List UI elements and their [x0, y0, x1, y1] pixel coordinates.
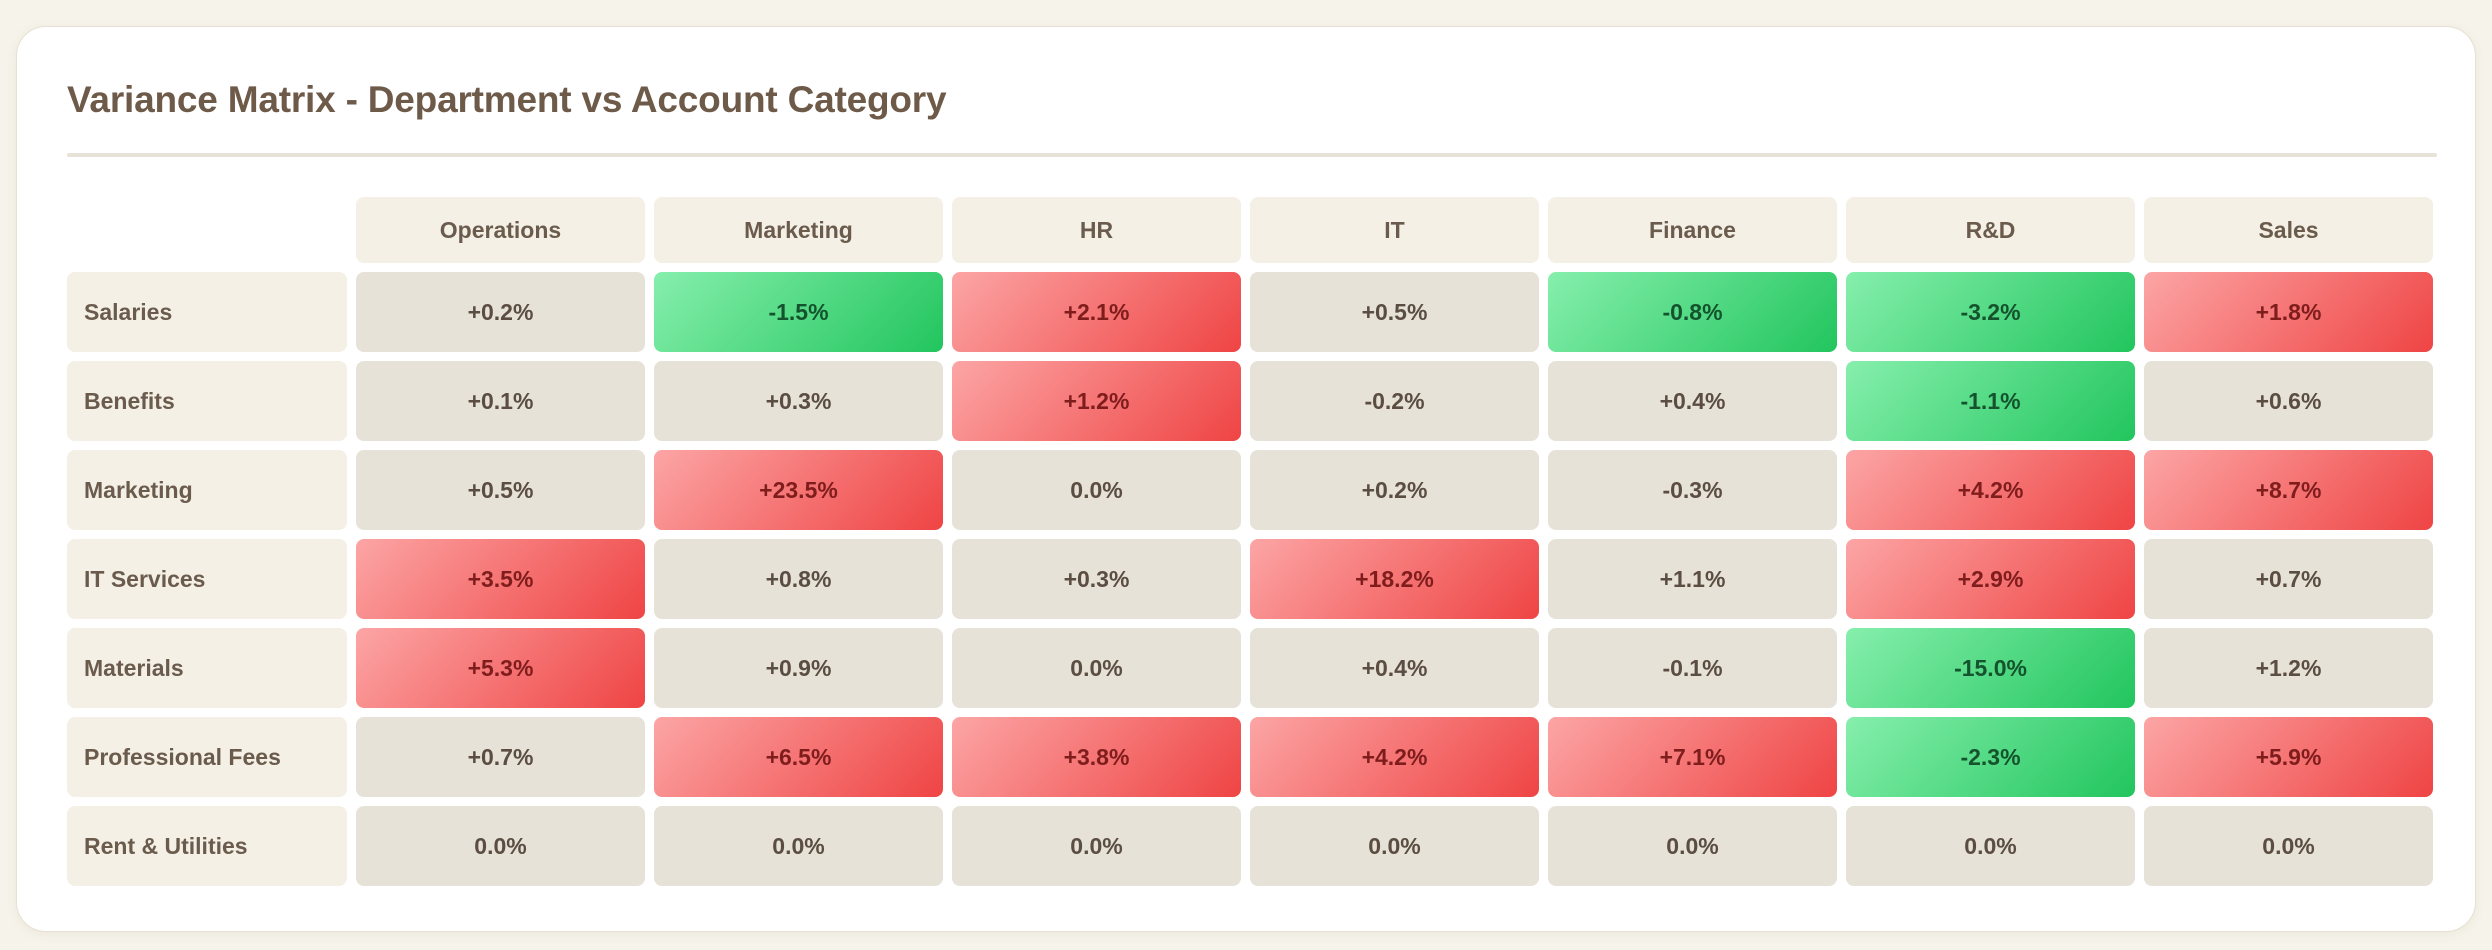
heatmap-cell: +0.4%	[1548, 361, 1837, 441]
heatmap-cell: +2.9%	[1846, 539, 2135, 619]
heatmap-cell: +7.1%	[1548, 717, 1837, 797]
heatmap-cell: +18.2%	[1250, 539, 1539, 619]
heatmap-cell: +8.7%	[2144, 450, 2433, 530]
matrix-corner	[67, 197, 347, 263]
row-header: Salaries	[67, 272, 347, 352]
heatmap-cell: -1.5%	[654, 272, 943, 352]
variance-matrix-card: Variance Matrix - Department vs Account …	[16, 26, 2476, 932]
heatmap-cell: +0.9%	[654, 628, 943, 708]
column-header: Marketing	[654, 197, 943, 263]
heatmap-cell: -0.3%	[1548, 450, 1837, 530]
heatmap-cell: +0.4%	[1250, 628, 1539, 708]
heatmap-cell: -1.1%	[1846, 361, 2135, 441]
heatmap-cell: +5.3%	[356, 628, 645, 708]
column-header: R&D	[1846, 197, 2135, 263]
heatmap-cell: +0.8%	[654, 539, 943, 619]
heatmap-cell: 0.0%	[1250, 806, 1539, 886]
heatmap-cell: +3.5%	[356, 539, 645, 619]
heatmap-cell: 0.0%	[1846, 806, 2135, 886]
column-header: Finance	[1548, 197, 1837, 263]
heatmap-cell: +0.5%	[356, 450, 645, 530]
heatmap-cell: +1.8%	[2144, 272, 2433, 352]
row-header: Benefits	[67, 361, 347, 441]
heatmap-cell: -0.2%	[1250, 361, 1539, 441]
heatmap-cell: -15.0%	[1846, 628, 2135, 708]
column-header: Sales	[2144, 197, 2433, 263]
heatmap-cell: 0.0%	[356, 806, 645, 886]
row-header: Materials	[67, 628, 347, 708]
heatmap-cell: +4.2%	[1250, 717, 1539, 797]
heatmap-cell: -0.8%	[1548, 272, 1837, 352]
heatmap-cell: 0.0%	[952, 450, 1241, 530]
heatmap-cell: 0.0%	[654, 806, 943, 886]
heatmap-cell: +0.5%	[1250, 272, 1539, 352]
chart-title: Variance Matrix - Department vs Account …	[67, 79, 947, 120]
title-divider	[67, 153, 2437, 157]
column-header: Operations	[356, 197, 645, 263]
heatmap-cell: +0.6%	[2144, 361, 2433, 441]
heatmap-cell: 0.0%	[952, 806, 1241, 886]
heatmap-cell: +5.9%	[2144, 717, 2433, 797]
heatmap-cell: -3.2%	[1846, 272, 2135, 352]
heatmap-cell: +23.5%	[654, 450, 943, 530]
heatmap-cell: +3.8%	[952, 717, 1241, 797]
row-header: Marketing	[67, 450, 347, 530]
heatmap-cell: +0.2%	[356, 272, 645, 352]
heatmap-cell: +1.2%	[952, 361, 1241, 441]
heatmap-cell: +0.7%	[2144, 539, 2433, 619]
column-header: HR	[952, 197, 1241, 263]
heatmap-cell: +0.2%	[1250, 450, 1539, 530]
column-header: IT	[1250, 197, 1539, 263]
heatmap-cell: +0.3%	[654, 361, 943, 441]
heatmap-cell: +0.1%	[356, 361, 645, 441]
heatmap-cell: -0.1%	[1548, 628, 1837, 708]
row-header: IT Services	[67, 539, 347, 619]
row-header: Rent & Utilities	[67, 806, 347, 886]
heatmap-cell: 0.0%	[1548, 806, 1837, 886]
variance-matrix-grid: Operations Marketing HR IT Finance R&D Sales Sa…	[67, 197, 2433, 886]
heatmap-cell: +0.7%	[356, 717, 645, 797]
heatmap-cell: 0.0%	[952, 628, 1241, 708]
heatmap-cell: +1.2%	[2144, 628, 2433, 708]
row-header: Professional Fees	[67, 717, 347, 797]
heatmap-cell: +2.1%	[952, 272, 1241, 352]
heatmap-cell: +0.3%	[952, 539, 1241, 619]
heatmap-cell: +4.2%	[1846, 450, 2135, 530]
heatmap-cell: +1.1%	[1548, 539, 1837, 619]
heatmap-cell: -2.3%	[1846, 717, 2135, 797]
heatmap-cell: +6.5%	[654, 717, 943, 797]
heatmap-cell: 0.0%	[2144, 806, 2433, 886]
